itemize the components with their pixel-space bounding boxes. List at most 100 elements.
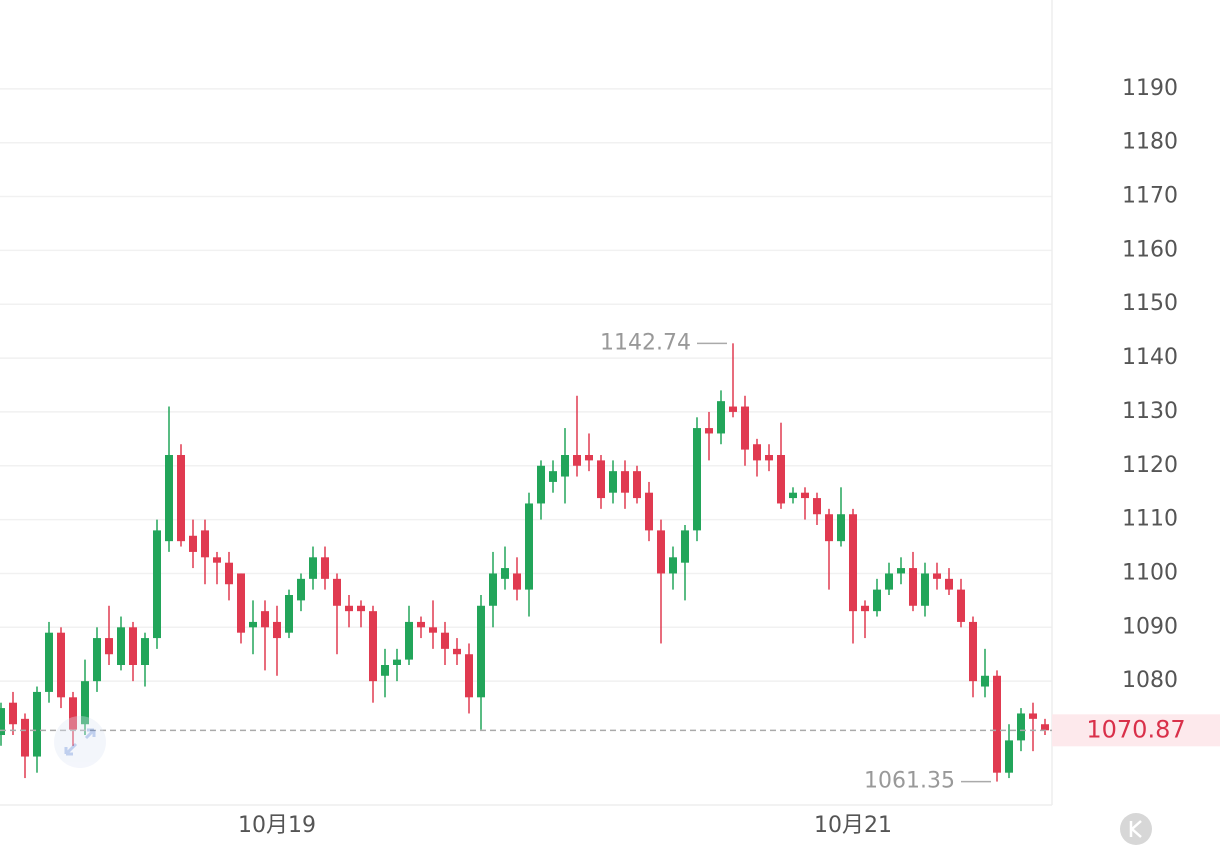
candle-body (453, 648, 461, 655)
candle-body (945, 578, 953, 590)
candle-body (633, 471, 641, 499)
y-tick-label: 1120 (1122, 453, 1178, 478)
candle-body (885, 573, 893, 590)
candle-body (513, 573, 521, 590)
candle-body (705, 428, 713, 434)
candle-body (309, 557, 317, 579)
y-tick-label: 1180 (1122, 130, 1178, 155)
candle-body (1017, 713, 1025, 741)
last-price-box (1052, 714, 1220, 747)
y-tick-label: 1160 (1122, 237, 1178, 262)
y-tick-label: 1140 (1122, 345, 1178, 370)
candle-body (105, 638, 113, 655)
candle-body (441, 632, 449, 649)
candle-body (825, 514, 833, 542)
candle-body (129, 627, 137, 665)
candle-body (993, 675, 1001, 773)
candle-body (777, 455, 785, 504)
labels: 1080 1090 1100 1110 1120 1130 1140 1150 1160 1170… (0, 76, 1220, 838)
y-tick-label: 1080 (1122, 668, 1178, 693)
candle-body (657, 530, 665, 574)
x-tick-label: 10月21 (814, 813, 892, 838)
candle-body (741, 406, 749, 450)
candle-body (1041, 724, 1049, 731)
y-tick-label: 1090 (1122, 614, 1178, 639)
candle-body (0, 708, 5, 735)
candle-body (1029, 713, 1037, 719)
candle-body (537, 465, 545, 504)
candle-body (477, 605, 485, 698)
candle-body (165, 455, 173, 542)
candle-body (969, 621, 977, 682)
candle-body (981, 675, 989, 687)
candle-body (33, 691, 41, 757)
candle-body (153, 530, 161, 639)
grid (0, 88, 1052, 682)
y-tick-label: 1170 (1122, 184, 1178, 209)
candle-body (237, 573, 245, 633)
candle-body (621, 471, 629, 493)
low-label: 1061.35 (864, 769, 955, 794)
candle-body (21, 718, 29, 757)
candle-body (549, 471, 557, 482)
k-button[interactable] (1120, 813, 1152, 845)
candle-body (837, 514, 845, 542)
candle-body (117, 627, 125, 665)
candle-body (345, 605, 353, 612)
candle-body (177, 455, 185, 542)
y-tick-label: 1110 (1122, 507, 1178, 532)
y-tick-label: 1100 (1122, 560, 1178, 585)
y-tick-label: 1150 (1122, 291, 1178, 316)
candle-body (921, 573, 929, 606)
candle-body (321, 557, 329, 579)
candle-body (609, 471, 617, 493)
candle-body (429, 627, 437, 633)
y-tick-label: 1190 (1122, 76, 1178, 101)
candle-body (249, 621, 257, 628)
candle-body (681, 530, 689, 563)
candle-body (813, 498, 821, 515)
candle-body (273, 621, 281, 639)
candle-body (285, 595, 293, 633)
candle-body (393, 659, 401, 665)
candle-body (405, 621, 413, 660)
candle-body (849, 514, 857, 612)
candle-body (201, 530, 209, 558)
candle-body (693, 428, 701, 531)
candle-body (597, 460, 605, 499)
candle-body (489, 573, 497, 606)
candle-body (525, 503, 533, 590)
candle-body (933, 573, 941, 579)
candle-body (897, 568, 905, 574)
y-tick-label: 1130 (1122, 399, 1178, 424)
candle-body (573, 455, 581, 466)
candle-body (297, 578, 305, 601)
candle-body (801, 492, 809, 499)
candle-body (261, 611, 269, 628)
candle-body (789, 492, 797, 499)
candle-body (501, 568, 509, 579)
candle-body (729, 406, 737, 412)
candle-body (93, 638, 101, 682)
candle-body (669, 557, 677, 574)
candle-body (141, 638, 149, 665)
candle-body (369, 611, 377, 682)
candle-body (45, 632, 53, 692)
candle-body (957, 589, 965, 622)
candle-body (213, 557, 221, 563)
last-price-label: 1070.87 (1086, 715, 1185, 743)
candle-body (225, 562, 233, 585)
candle-body (561, 455, 569, 477)
candle-body (57, 632, 65, 698)
candle-body (585, 455, 593, 461)
candle-body (189, 535, 197, 552)
candle-body (909, 568, 917, 606)
candle-body (417, 621, 425, 628)
x-tick-label: 10月19 (238, 813, 316, 838)
candle-body (465, 654, 473, 698)
candle-body (753, 444, 761, 461)
zoom-icon[interactable] (54, 716, 106, 768)
candle-body (357, 605, 365, 612)
